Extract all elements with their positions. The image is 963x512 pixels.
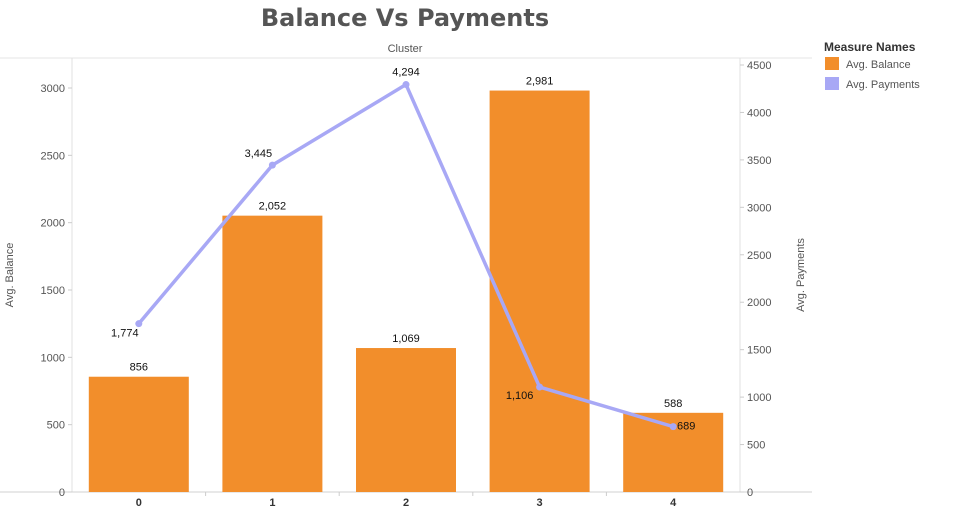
payments-point-label: 1,774 xyxy=(111,328,139,340)
left-axis-ticks: 0 500 1000 1500 2000 2500 3000 xyxy=(41,83,72,499)
right-axis-ticks: 0 500 1000 1500 2000 2500 3000 3500 4000 4500 xyxy=(740,60,771,499)
payments-point[interactable] xyxy=(402,81,410,89)
payments-point-label: 4,294 xyxy=(392,67,420,79)
balance-bar-label: 588 xyxy=(664,398,682,410)
left-tick-label: 3000 xyxy=(41,83,65,95)
right-tick-label: 4000 xyxy=(747,107,771,119)
right-tick-label: 3000 xyxy=(747,202,771,214)
left-tick-label: 2000 xyxy=(41,218,65,230)
right-tick-label: 0 xyxy=(747,487,753,499)
right-tick-label: 1500 xyxy=(747,345,771,357)
x-axis-title: Cluster xyxy=(388,43,423,55)
payments-point[interactable] xyxy=(669,423,677,431)
right-tick-label: 2000 xyxy=(747,297,771,309)
balance-bar[interactable] xyxy=(88,376,189,492)
legend-label-balance[interactable]: Avg. Balance xyxy=(846,59,911,71)
x-tick-label: 4 xyxy=(670,497,677,509)
balance-bar-label: 2,981 xyxy=(526,76,554,88)
balance-bars xyxy=(88,90,724,493)
balance-bar[interactable] xyxy=(222,215,323,492)
right-tick-label: 1000 xyxy=(747,392,771,404)
balance-bar-label: 2,052 xyxy=(259,201,287,213)
x-tick-label: 0 xyxy=(136,497,142,509)
right-tick-label: 2500 xyxy=(747,250,771,262)
left-tick-label: 1000 xyxy=(41,352,65,364)
balance-bar-labels: 856 2,052 1,069 2,981 588 xyxy=(130,76,683,410)
left-tick-label: 500 xyxy=(47,420,65,432)
payments-point[interactable] xyxy=(536,383,544,391)
balance-bar[interactable] xyxy=(489,90,590,493)
left-tick-label: 2500 xyxy=(41,150,65,162)
x-tick-label: 1 xyxy=(269,497,275,509)
x-tick-label: 3 xyxy=(537,497,543,509)
left-tick-label: 0 xyxy=(59,487,65,499)
balance-bar[interactable] xyxy=(356,348,456,492)
right-tick-label: 4500 xyxy=(747,60,771,72)
payments-point[interactable] xyxy=(135,320,143,328)
x-axis-ticks: 0 1 2 3 4 xyxy=(136,492,677,509)
right-tick-label: 3500 xyxy=(747,155,771,167)
payments-line-layer xyxy=(135,81,677,431)
payments-point-label: 689 xyxy=(677,421,695,433)
legend-swatch-balance[interactable] xyxy=(825,57,839,70)
x-tick-label: 2 xyxy=(403,497,409,509)
right-tick-label: 500 xyxy=(747,440,765,452)
payments-point-label: 1,106 xyxy=(506,390,534,402)
legend-title: Measure Names xyxy=(824,40,916,54)
left-tick-label: 1500 xyxy=(41,285,65,297)
right-axis-title: Avg. Payments xyxy=(795,238,807,312)
left-axis-title: Avg. Balance xyxy=(4,243,16,308)
payments-point-label: 3,445 xyxy=(245,148,273,160)
balance-bar-label: 1,069 xyxy=(392,333,420,345)
payments-point[interactable] xyxy=(268,161,276,169)
payments-point-labels: 1,774 3,445 4,294 1,106 689 xyxy=(111,67,695,433)
chart-title: Balance Vs Payments xyxy=(261,4,549,32)
legend-swatch-payments[interactable] xyxy=(825,77,839,90)
balance-bar-label: 856 xyxy=(130,362,148,374)
legend-label-payments[interactable]: Avg. Payments xyxy=(846,79,920,91)
legend: Measure Names Avg. Balance Avg. Payments xyxy=(824,40,920,91)
